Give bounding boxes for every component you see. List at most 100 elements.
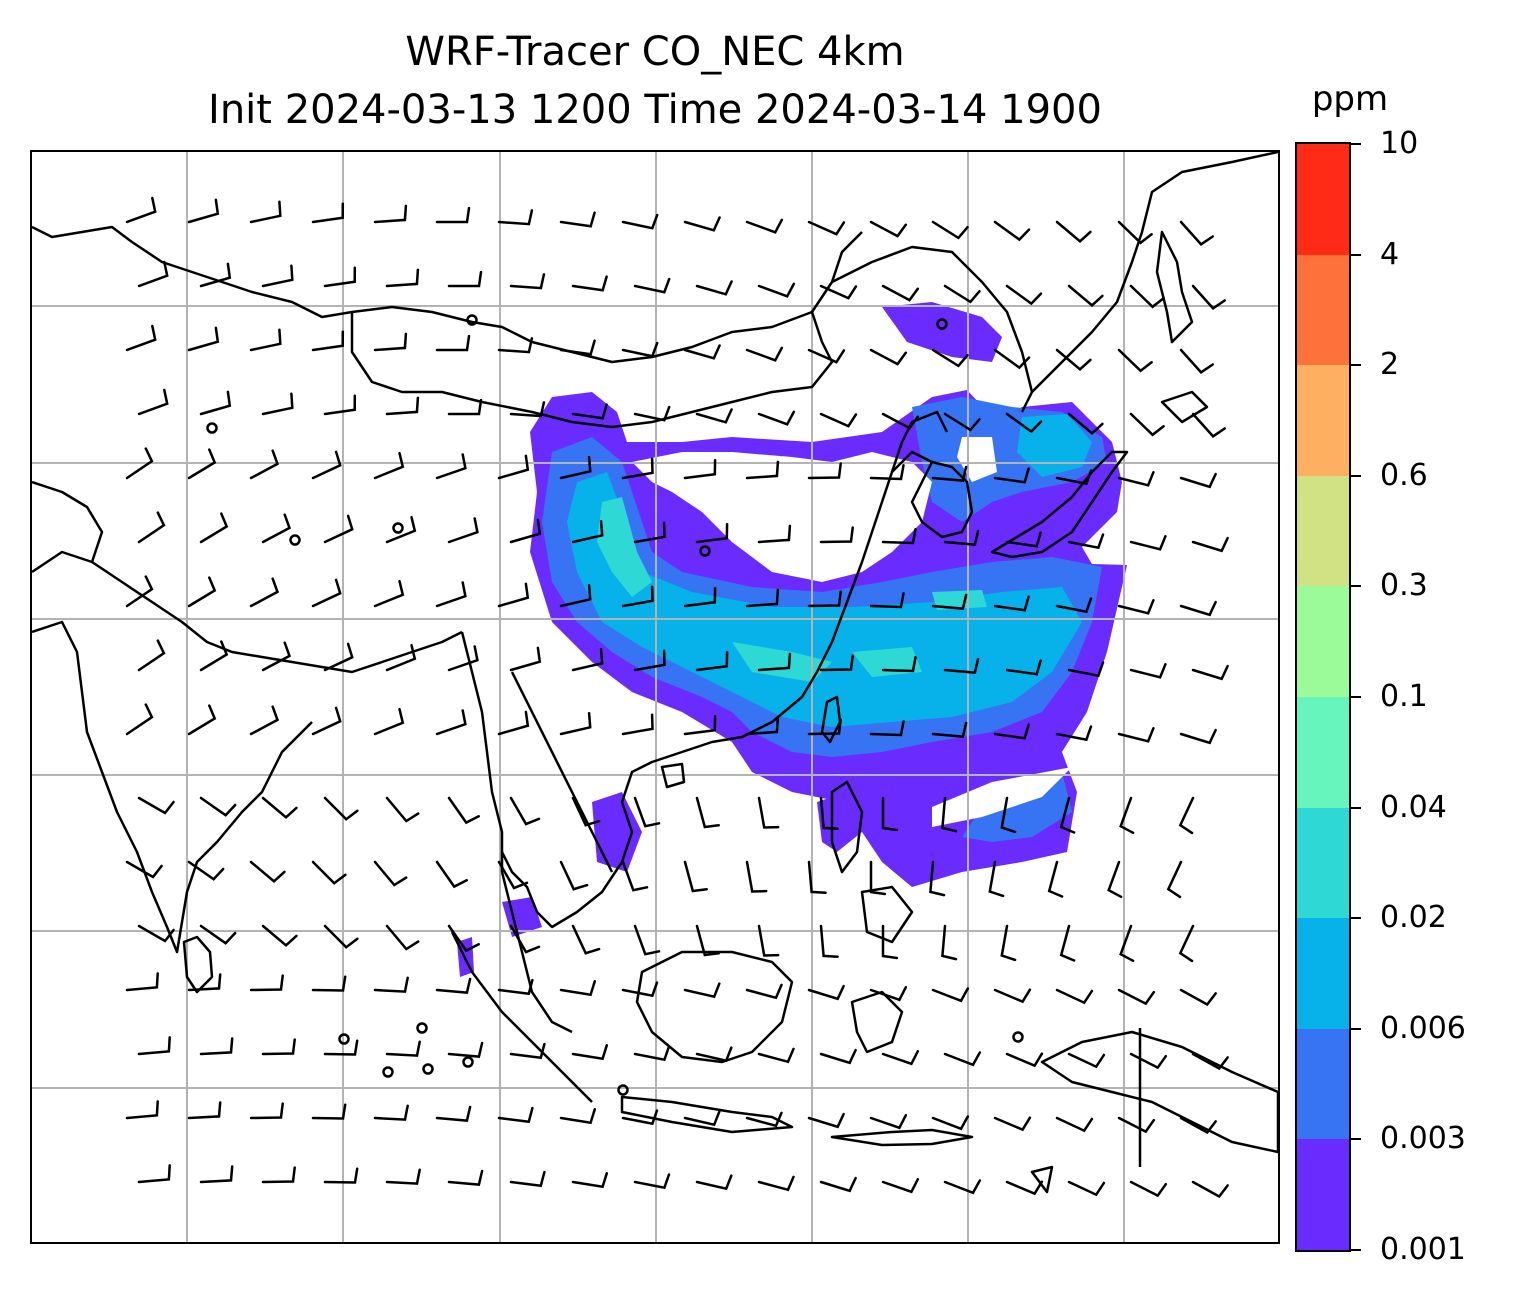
plume-level-0.02-d bbox=[932, 590, 987, 610]
colorbar-tick-label: 0.3 bbox=[1380, 568, 1428, 604]
wind-barb bbox=[943, 1179, 982, 1195]
wind-calm-marker bbox=[462, 1056, 474, 1068]
wind-barb bbox=[881, 412, 920, 430]
colorbar-segment bbox=[1297, 918, 1349, 1029]
wind-barb bbox=[447, 517, 479, 544]
wind-barb bbox=[1047, 860, 1064, 898]
colorbar-tick bbox=[1351, 1249, 1361, 1251]
wind-barb bbox=[509, 646, 542, 672]
wind-barb bbox=[559, 211, 596, 228]
wind-barb bbox=[559, 1108, 597, 1125]
coast-russia-far-east bbox=[1031, 152, 1278, 393]
wind-barb bbox=[621, 457, 654, 480]
wind-barb bbox=[497, 710, 530, 736]
wind-barb bbox=[621, 341, 659, 358]
wind-barb bbox=[261, 796, 298, 819]
coast-malay bbox=[500, 871, 573, 1034]
wind-barb bbox=[1119, 796, 1135, 835]
wind-barb bbox=[1055, 988, 1094, 1005]
colorbar-tick-label: 0.6 bbox=[1380, 457, 1428, 493]
wind-barb bbox=[941, 796, 958, 833]
wind-barb bbox=[621, 585, 654, 608]
wind-barb bbox=[1191, 664, 1229, 681]
wind-barb bbox=[1000, 924, 1017, 962]
wind-barb bbox=[931, 220, 969, 240]
wind-barb bbox=[988, 860, 1005, 898]
wind-barb bbox=[757, 524, 792, 544]
wind-barb bbox=[571, 796, 601, 827]
map-title-line2: Init 2024-03-13 1200 Time 2024-03-14 190… bbox=[208, 87, 1102, 133]
wind-barb bbox=[261, 924, 298, 947]
wind-barb bbox=[1129, 663, 1167, 679]
wind-calm-marker bbox=[338, 1033, 350, 1045]
wind-barb bbox=[695, 408, 733, 424]
wind-barb bbox=[695, 651, 729, 672]
wind-barb bbox=[249, 705, 280, 736]
wind-barb bbox=[187, 326, 220, 352]
wind-barb bbox=[187, 860, 225, 881]
wind-barb bbox=[695, 280, 733, 296]
wind-barb bbox=[819, 654, 854, 672]
wind-barb bbox=[385, 515, 417, 544]
wind-barb bbox=[435, 860, 468, 889]
colorbar-tick bbox=[1351, 1027, 1361, 1030]
wind-barb bbox=[1055, 348, 1092, 371]
wind-barb bbox=[695, 523, 729, 544]
wind-barb bbox=[869, 720, 905, 737]
wind-barb bbox=[745, 218, 784, 234]
colorbar-tick-label: 0.006 bbox=[1380, 1010, 1466, 1046]
wind-barb bbox=[683, 1110, 721, 1127]
wind-barb bbox=[1178, 796, 1195, 835]
wind-barb bbox=[819, 1176, 857, 1193]
wind-barb bbox=[993, 220, 1031, 242]
wind-barb bbox=[819, 412, 858, 428]
border-russia-china-east bbox=[831, 245, 1034, 413]
wind-barb bbox=[261, 392, 294, 416]
coast-japan bbox=[990, 450, 1129, 559]
wind-barb bbox=[1059, 796, 1076, 834]
wind-barb bbox=[187, 704, 217, 736]
wind-barb bbox=[199, 796, 237, 817]
border-pakistan bbox=[32, 480, 104, 563]
coast-srilanka bbox=[182, 935, 214, 994]
wind-barb bbox=[385, 268, 420, 288]
wind-barb bbox=[571, 1172, 609, 1189]
colorbar-tick-label: 0.001 bbox=[1380, 1232, 1466, 1267]
wind-barb bbox=[509, 273, 546, 290]
wind-barb bbox=[447, 924, 480, 953]
wind-barb bbox=[1055, 597, 1093, 614]
wind-barb bbox=[261, 1166, 296, 1184]
wind-barb bbox=[807, 462, 842, 480]
wind-barb bbox=[683, 982, 721, 999]
coast-lesser-sunda bbox=[830, 1128, 974, 1147]
wind-barb bbox=[819, 284, 858, 300]
wind-barb bbox=[695, 1174, 733, 1191]
wind-barb bbox=[993, 1116, 1032, 1132]
wind-barb bbox=[881, 1178, 920, 1194]
wind-barb bbox=[323, 266, 357, 288]
wind-barb bbox=[311, 975, 347, 992]
wind-barb bbox=[447, 270, 483, 288]
wind-barb bbox=[633, 1045, 671, 1062]
colorbar-tick-label: 4 bbox=[1380, 236, 1400, 272]
colorbar-segment bbox=[1297, 365, 1349, 476]
wind-barb bbox=[745, 860, 768, 893]
wind-barb bbox=[447, 645, 479, 672]
colorbar-tick bbox=[1351, 917, 1361, 920]
wind-barb bbox=[1005, 531, 1042, 548]
wind-barb bbox=[137, 924, 175, 943]
colorbar-segment bbox=[1297, 144, 1349, 255]
wind-barb bbox=[621, 713, 654, 736]
wind-barb bbox=[683, 587, 717, 608]
wind-barb bbox=[137, 1164, 171, 1184]
wind-barb bbox=[943, 1051, 982, 1067]
wind-barb bbox=[931, 348, 969, 368]
colorbar-tick-label: 0.003 bbox=[1380, 1121, 1466, 1157]
wind-barb bbox=[249, 449, 280, 480]
coast-luzon bbox=[830, 780, 864, 874]
wind-barb bbox=[881, 924, 899, 960]
wind-barb bbox=[1005, 412, 1043, 434]
wind-barb bbox=[435, 206, 471, 224]
wind-barb bbox=[633, 924, 661, 956]
wind-barb bbox=[807, 590, 842, 608]
